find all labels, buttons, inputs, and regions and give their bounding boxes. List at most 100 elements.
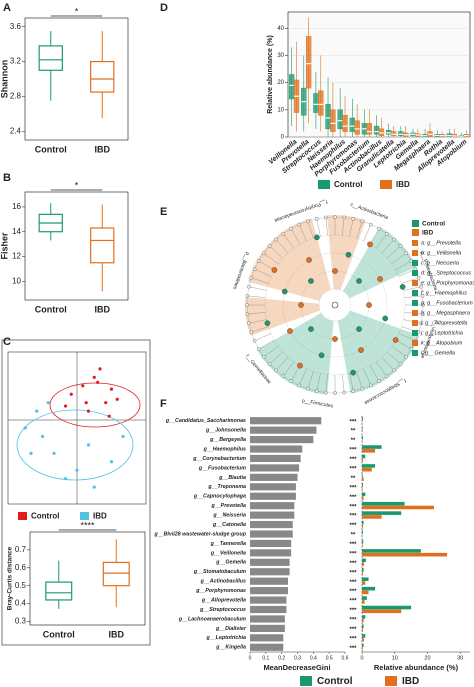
significance-label: *** bbox=[349, 636, 357, 642]
plot-frame bbox=[24, 191, 129, 301]
box bbox=[318, 90, 324, 116]
point bbox=[35, 409, 39, 413]
row-label: g__Catonella bbox=[212, 522, 246, 528]
legend-swatch bbox=[412, 330, 418, 336]
significance-label: *** bbox=[349, 523, 357, 529]
legend-swatch bbox=[412, 280, 418, 286]
y-tick-label: 0.3 bbox=[15, 617, 27, 626]
panel-label: B bbox=[3, 172, 11, 184]
significance-label: *** bbox=[349, 608, 357, 614]
legend-label: i: g__Alloprevotella bbox=[421, 320, 467, 326]
clade-label: p__Bacteroidetes bbox=[231, 251, 250, 290]
branch bbox=[258, 260, 275, 271]
row-label: g__Neisseria bbox=[212, 513, 246, 519]
row-label: g__Dialister bbox=[215, 626, 247, 632]
point bbox=[81, 384, 85, 388]
x-tick-label: 30 bbox=[457, 655, 463, 661]
box bbox=[288, 74, 295, 100]
bar bbox=[362, 524, 363, 529]
legend-label: a: g__Prevotella bbox=[421, 240, 461, 246]
bar bbox=[250, 634, 284, 642]
node bbox=[398, 244, 403, 248]
bar bbox=[250, 587, 288, 595]
branch bbox=[263, 253, 279, 265]
bar bbox=[362, 618, 364, 623]
bar bbox=[362, 458, 363, 463]
y-axis-label: Relative abundance (%) bbox=[267, 35, 274, 114]
significance-label: *** bbox=[349, 457, 357, 463]
legend-swatch bbox=[385, 676, 397, 686]
legend-swatch bbox=[412, 350, 418, 356]
box bbox=[386, 129, 392, 135]
bar bbox=[362, 643, 364, 648]
bar bbox=[362, 477, 364, 481]
node bbox=[356, 278, 362, 284]
y-tick-label: 30 bbox=[277, 53, 284, 59]
row-label: g__Capnocytophaga bbox=[193, 494, 246, 500]
node bbox=[245, 312, 250, 316]
row-label: g__Stomatobaculum bbox=[193, 569, 246, 575]
row-label: g__Veillonella bbox=[210, 550, 246, 556]
legend-label: IBD bbox=[93, 512, 107, 521]
x-tick-label: 0.1 bbox=[262, 655, 269, 661]
significance-label: *** bbox=[349, 542, 357, 548]
x-tick-label: 0.4 bbox=[310, 655, 317, 661]
legend-swatch bbox=[412, 229, 419, 236]
bar bbox=[362, 426, 363, 430]
significance-label: *** bbox=[349, 589, 357, 595]
node bbox=[324, 215, 328, 220]
legend-swatch bbox=[80, 512, 89, 520]
bar bbox=[250, 558, 290, 566]
branch bbox=[342, 217, 345, 236]
node bbox=[404, 251, 408, 256]
node bbox=[314, 389, 319, 393]
node bbox=[377, 379, 381, 384]
bar bbox=[250, 454, 301, 463]
bar bbox=[250, 426, 317, 434]
bar bbox=[362, 605, 412, 610]
node bbox=[267, 244, 272, 248]
legend-label: b: g__Veillonella bbox=[421, 250, 461, 256]
branch bbox=[254, 269, 272, 277]
branch bbox=[325, 374, 328, 393]
node bbox=[332, 268, 338, 274]
node bbox=[252, 338, 257, 343]
row-label: g__Fusobacterium bbox=[198, 465, 246, 471]
bar bbox=[362, 549, 421, 553]
node bbox=[404, 354, 408, 359]
box bbox=[342, 115, 348, 132]
legend-swatch bbox=[412, 320, 418, 326]
branch bbox=[247, 295, 266, 298]
node bbox=[358, 347, 364, 353]
node bbox=[384, 232, 389, 236]
bar bbox=[362, 483, 363, 487]
bar bbox=[250, 605, 287, 614]
node bbox=[419, 284, 423, 289]
box bbox=[349, 117, 355, 132]
node bbox=[342, 215, 346, 220]
box bbox=[325, 104, 331, 130]
branch bbox=[363, 224, 371, 242]
legend-label: l: g__Gemella bbox=[421, 350, 455, 356]
row-label: g__Streptococcus bbox=[199, 607, 246, 613]
box bbox=[398, 131, 404, 136]
point bbox=[63, 404, 68, 408]
branch bbox=[381, 356, 395, 371]
branch bbox=[307, 221, 314, 239]
y-tick-label: 0.6 bbox=[15, 563, 27, 572]
box bbox=[102, 561, 130, 587]
bar bbox=[362, 511, 402, 515]
y-tick-label: 3.6 bbox=[10, 22, 22, 31]
y-axis-label: Fisher bbox=[0, 232, 9, 260]
bar bbox=[250, 473, 298, 481]
panel-label: D bbox=[160, 2, 168, 14]
y-tick-label: 12 bbox=[12, 252, 21, 261]
legend-label: g: g__Fusobacterium bbox=[421, 300, 473, 306]
plot-frame bbox=[29, 531, 146, 626]
bar bbox=[250, 483, 296, 491]
point bbox=[104, 401, 108, 405]
branch bbox=[290, 228, 301, 245]
legend-swatch bbox=[412, 300, 418, 306]
branch bbox=[375, 233, 387, 249]
panel-label: A bbox=[3, 2, 11, 14]
